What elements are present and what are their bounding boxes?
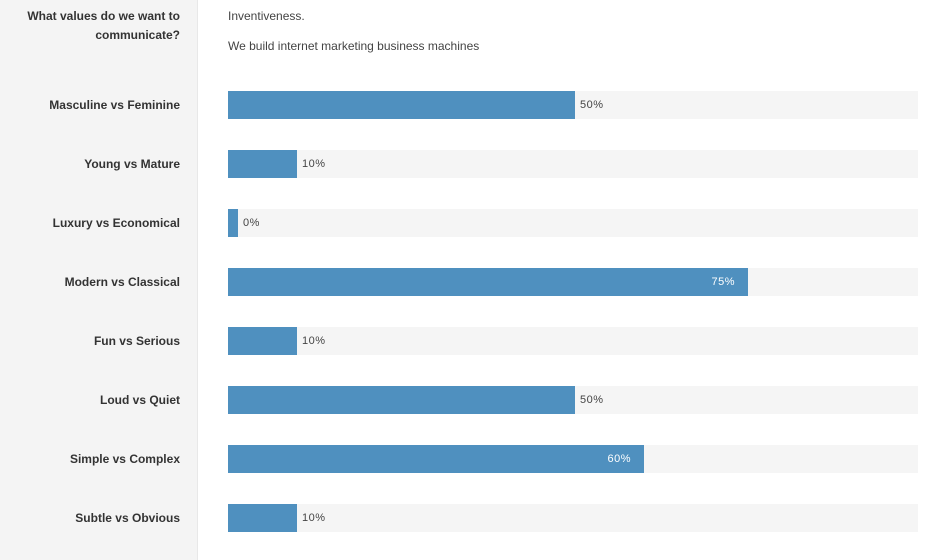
- scale-bar-fill: [228, 91, 575, 119]
- scale-percent: 50%: [580, 99, 604, 111]
- scale-percent: 60%: [607, 453, 631, 465]
- scale-bar-track: 50%: [228, 91, 918, 119]
- scale-bar-fill: [228, 504, 297, 532]
- scale-percent: 10%: [302, 158, 326, 170]
- scale-percent: 0%: [243, 217, 260, 229]
- scale-bar-track: 10%: [228, 327, 918, 355]
- scale-bar-fill: [228, 268, 748, 296]
- label-column: What values do we want to communicate?: [0, 0, 198, 560]
- scale-label: Simple vs Complex: [69, 452, 180, 466]
- scale-label: Loud vs Quiet: [99, 393, 180, 407]
- scale-bar-fill: [228, 209, 238, 237]
- question-label: What values do we want to communicate?: [27, 9, 180, 42]
- scale-label: Luxury vs Economical: [52, 216, 180, 230]
- scale-bar-track: 10%: [228, 150, 918, 178]
- scale-bar-track: 10%: [228, 504, 918, 532]
- scale-bar-track: 50%: [228, 386, 918, 414]
- scale-label: Modern vs Classical: [64, 275, 180, 289]
- scale-bar-track: 60%: [228, 445, 918, 473]
- answer-line-1: Inventiveness.: [228, 9, 305, 23]
- scale-label: Young vs Mature: [84, 157, 180, 171]
- scale-label: Subtle vs Obvious: [75, 511, 180, 525]
- scale-label: Fun vs Serious: [93, 334, 180, 348]
- scale-percent: 50%: [580, 394, 604, 406]
- scale-bar-fill: [228, 386, 575, 414]
- scale-percent: 75%: [711, 276, 735, 288]
- scale-bar-track: 75%: [228, 268, 918, 296]
- answer-block: Inventiveness. We build internet marketi…: [228, 8, 479, 55]
- scale-percent: 10%: [302, 335, 326, 347]
- scale-bar-fill: [228, 150, 297, 178]
- scale-label: Masculine vs Feminine: [49, 98, 180, 112]
- scale-bar-fill: [228, 445, 644, 473]
- scale-bar-fill: [228, 327, 297, 355]
- scale-bar-track: 0%: [228, 209, 918, 237]
- scale-percent: 10%: [302, 512, 326, 524]
- answer-line-2: We build internet marketing business mac…: [228, 39, 480, 53]
